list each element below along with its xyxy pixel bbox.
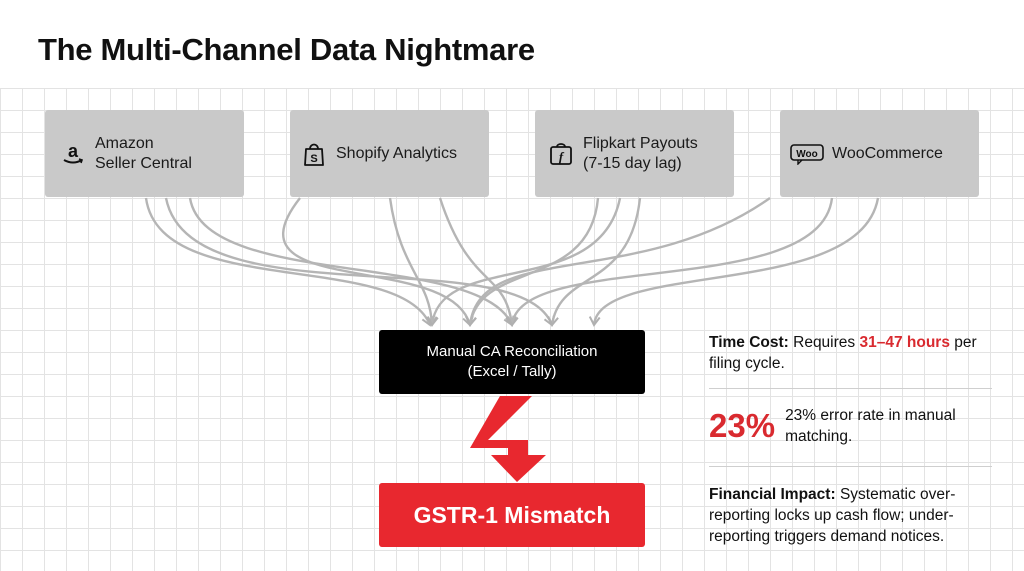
source-flipkart-line1: Flipkart Payouts bbox=[583, 134, 698, 152]
source-woocommerce: Woo WooCommerce bbox=[780, 110, 979, 197]
error-rate-big: 23% bbox=[709, 407, 776, 444]
result-label: GSTR-1 Mismatch bbox=[413, 501, 611, 528]
process-line2: (Excel / Tally) bbox=[467, 363, 557, 380]
connector-woo-2 bbox=[588, 197, 880, 327]
time-cost-note: Time Cost: Requires 31–47 hours per fili… bbox=[709, 332, 994, 374]
svg-text:a: a bbox=[68, 141, 79, 161]
connector-amazon-2 bbox=[188, 197, 515, 327]
svg-text:f: f bbox=[559, 149, 565, 164]
connector-flipkart-2 bbox=[547, 197, 642, 327]
financial-impact-label: Financial Impact: bbox=[709, 486, 836, 503]
process-line1: Manual CA Reconciliation bbox=[426, 343, 598, 360]
connector-shopify-2 bbox=[438, 197, 517, 327]
connector-woo-3 bbox=[465, 197, 771, 327]
source-woocommerce-line1: WooCommerce bbox=[832, 144, 943, 162]
connector-shopify-3 bbox=[282, 197, 474, 327]
lightning-bolt-icon bbox=[470, 396, 546, 482]
time-cost-text-before: Requires bbox=[793, 334, 856, 351]
source-shopify-line1: Shopify Analytics bbox=[336, 144, 457, 162]
title-band bbox=[0, 0, 1024, 88]
gstr1-mismatch-box: GSTR-1 Mismatch bbox=[379, 483, 645, 547]
manual-reconciliation-box: Manual CA Reconciliation (Excel / Tally) bbox=[379, 330, 645, 394]
connector-amazon-3 bbox=[164, 197, 555, 327]
financial-impact-text: Systematic over-reporting locks up cash … bbox=[709, 486, 956, 545]
source-flipkart-line2: (7-15 day lag) bbox=[583, 154, 682, 172]
connector-shopify-1 bbox=[388, 197, 438, 327]
connector-flipkart-3 bbox=[426, 197, 622, 327]
time-cost-text-after: per filing cycle. bbox=[709, 334, 977, 372]
divider-1 bbox=[709, 388, 992, 389]
time-cost-highlight: 31–47 hours bbox=[859, 334, 950, 351]
flipkart-icon: f bbox=[547, 140, 575, 168]
svg-text:S: S bbox=[310, 153, 317, 165]
error-rate-text: 23% error rate in manual matching. bbox=[785, 407, 956, 445]
shopify-bag-icon: S bbox=[300, 140, 328, 168]
error-rate-note: 23% 23% error rate in manual matching. bbox=[709, 405, 994, 447]
source-amazon: a Amazon Seller Central bbox=[45, 110, 244, 197]
woocommerce-icon: Woo bbox=[790, 140, 824, 168]
source-shopify: S Shopify Analytics bbox=[290, 110, 489, 197]
time-cost-label: Time Cost: bbox=[709, 334, 789, 351]
source-flipkart: f Flipkart Payouts (7-15 day lag) bbox=[535, 110, 734, 197]
financial-impact-note: Financial Impact: Systematic over-report… bbox=[709, 484, 994, 547]
source-amazon-line1: Amazon bbox=[95, 134, 154, 152]
amazon-icon: a bbox=[59, 140, 87, 168]
source-amazon-line2: Seller Central bbox=[95, 154, 192, 172]
page-title: The Multi-Channel Data Nightmare bbox=[38, 32, 535, 67]
divider-2 bbox=[709, 466, 992, 467]
connector-woo-1 bbox=[507, 197, 834, 327]
connector-flipkart-1 bbox=[465, 197, 600, 327]
svg-text:Woo: Woo bbox=[796, 149, 817, 160]
connector-amazon-1 bbox=[144, 197, 433, 327]
